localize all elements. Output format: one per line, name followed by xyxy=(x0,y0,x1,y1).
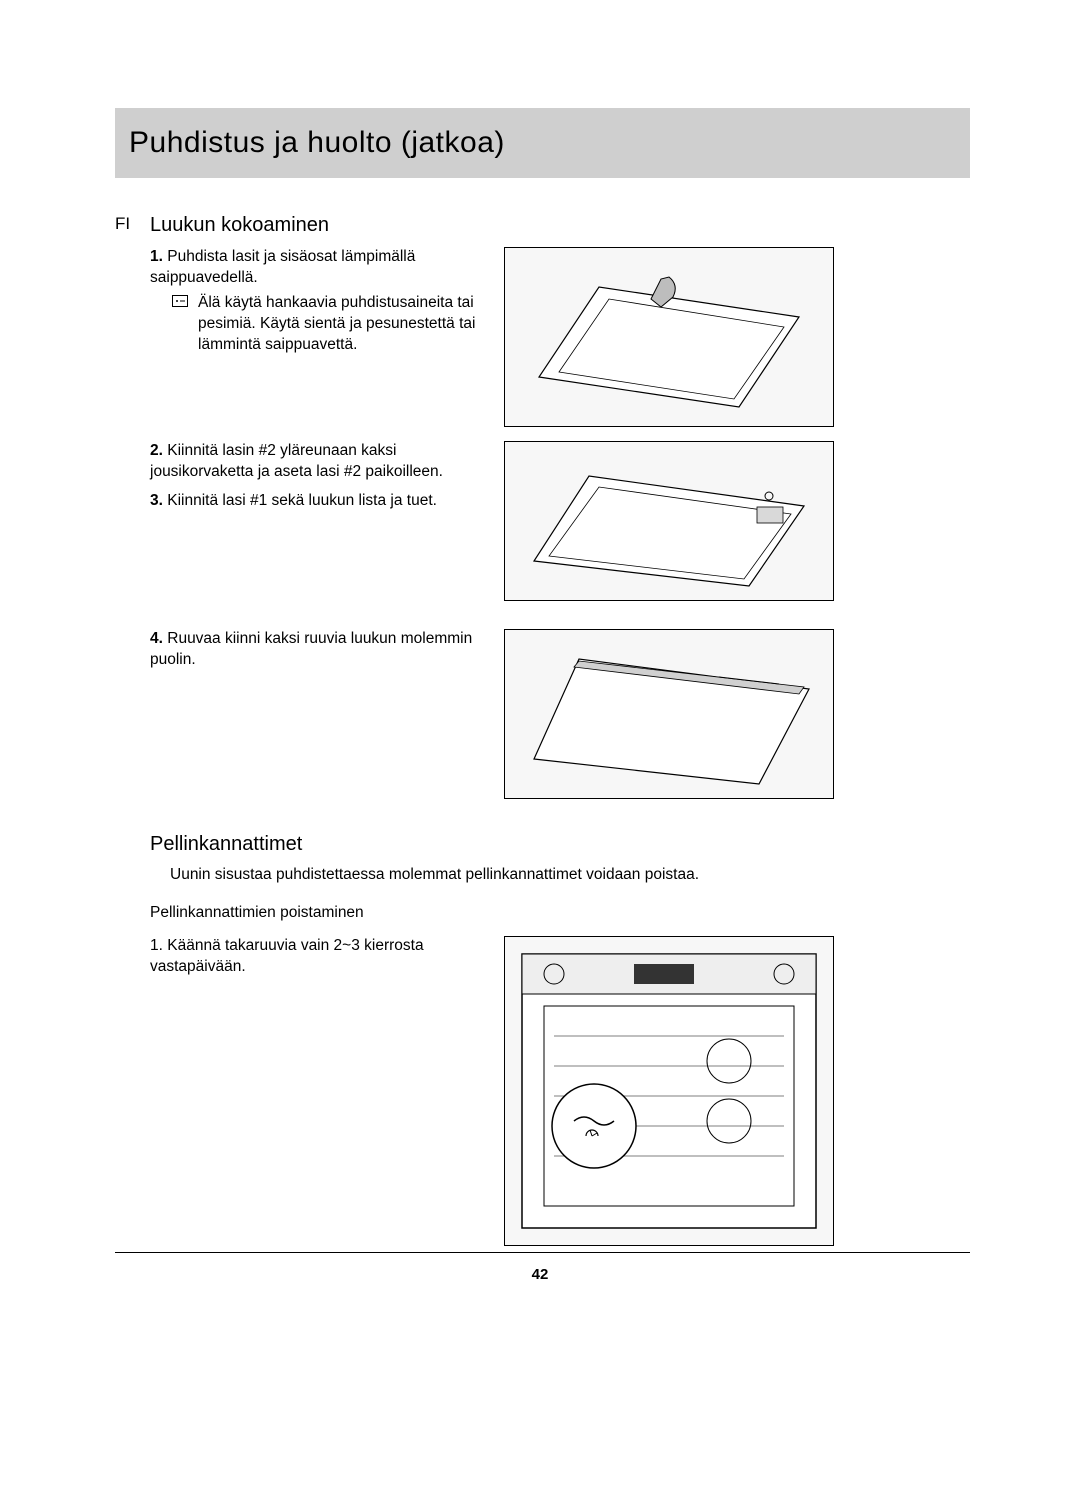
racks-step-1: 1. Käännä takaruuvia vain 2~3 kierrosta … xyxy=(150,936,480,978)
figure-oven-front xyxy=(504,936,834,1246)
step-3: 3. Kiinnitä lasi #1 sekä luukun lista ja… xyxy=(150,491,480,512)
page-number: 42 xyxy=(0,1266,1080,1283)
step-4: 4. Ruuvaa kiinni kaksi ruuvia luukun mol… xyxy=(150,629,480,671)
section-heading-racks: Pellinkannattimet xyxy=(150,833,970,856)
figure-col-2 xyxy=(504,441,834,601)
row-step1: 1. Puhdista lasit ja sisäosat lämpimällä… xyxy=(150,247,970,427)
step-text: Ruuvaa kiinni kaksi ruuvia luukun molemm… xyxy=(150,630,472,668)
step-2: 2. Kiinnitä lasin #2 yläreunaan kaksi jo… xyxy=(150,441,480,483)
text-col-step1: 1. Puhdista lasit ja sisäosat lämpimällä… xyxy=(150,247,480,364)
step-text: Kiinnitä lasi #1 sekä luukun lista ja tu… xyxy=(167,492,437,509)
page-title-band: Puhdistus ja huolto (jatkoa) xyxy=(115,108,970,178)
figure-glass-attach xyxy=(504,441,834,601)
row-step4: 4. Ruuvaa kiinni kaksi ruuvia luukun mol… xyxy=(150,629,970,799)
note-text: Älä käytä hankaavia puhdistusaineita tai… xyxy=(198,293,480,356)
step-number: 1. xyxy=(150,248,163,265)
row-step2-3: 2. Kiinnitä lasin #2 yläreunaan kaksi jo… xyxy=(150,441,970,601)
screws-illustration-icon xyxy=(519,639,819,789)
text-col-racks: 1. Käännä takaruuvia vain 2~3 kierrosta … xyxy=(150,936,480,978)
figure-col-1 xyxy=(504,247,834,427)
figure-col-3 xyxy=(504,629,834,799)
step-1: 1. Puhdista lasit ja sisäosat lämpimällä… xyxy=(150,247,480,356)
step-number: 1. xyxy=(150,937,163,954)
step-number: 2. xyxy=(150,442,163,459)
glass-attach-illustration-icon xyxy=(519,451,819,591)
figure-screws xyxy=(504,629,834,799)
figure-col-oven xyxy=(504,936,834,1246)
manual-page: Puhdistus ja huolto (jatkoa) FI Luukun k… xyxy=(0,0,1080,1486)
footer-rule xyxy=(115,1252,970,1253)
page-title: Puhdistus ja huolto (jatkoa) xyxy=(129,126,505,160)
oven-front-illustration-icon xyxy=(514,946,824,1236)
note-icon xyxy=(172,293,188,356)
door-glass-illustration-icon xyxy=(519,257,819,417)
language-tag: FI xyxy=(115,214,130,234)
step1-note: Älä käytä hankaavia puhdistusaineita tai… xyxy=(150,293,480,356)
racks-subheading: Pellinkannattimien poistaminen xyxy=(150,904,970,922)
content-area: Luukun kokoaminen 1. Puhdista lasit ja s… xyxy=(150,214,970,1246)
step-number: 4. xyxy=(150,630,163,647)
row-racks-step1: 1. Käännä takaruuvia vain 2~3 kierrosta … xyxy=(150,936,970,1246)
racks-intro: Uunin sisustaa puhdistettaessa molemmat … xyxy=(150,866,970,884)
figure-door-glass-clean xyxy=(504,247,834,427)
step-text: Puhdista lasit ja sisäosat lämpimällä sa… xyxy=(150,248,415,286)
text-col-step4: 4. Ruuvaa kiinni kaksi ruuvia luukun mol… xyxy=(150,629,480,679)
step-text: Kiinnitä lasin #2 yläreunaan kaksi jousi… xyxy=(150,442,443,480)
text-col-step2-3: 2. Kiinnitä lasin #2 yläreunaan kaksi jo… xyxy=(150,441,480,520)
step-number: 3. xyxy=(150,492,163,509)
step-text: Käännä takaruuvia vain 2~3 kierrosta vas… xyxy=(150,937,424,975)
section-heading-assembly: Luukun kokoaminen xyxy=(150,214,970,237)
